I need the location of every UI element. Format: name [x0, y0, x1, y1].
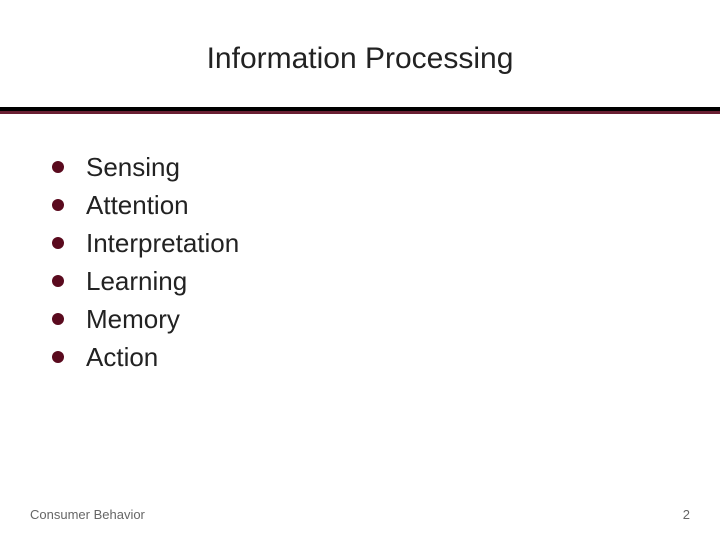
list-item: Learning: [52, 262, 239, 300]
bullet-icon: [52, 313, 64, 325]
list-item: Action: [52, 338, 239, 376]
list-item: Attention: [52, 186, 239, 224]
bullet-icon: [52, 275, 64, 287]
list-item-label: Interpretation: [86, 224, 239, 262]
list-item: Memory: [52, 300, 239, 338]
list-item-label: Action: [86, 338, 158, 376]
list-item: Sensing: [52, 148, 239, 186]
bullet-icon: [52, 199, 64, 211]
bullet-icon: [52, 161, 64, 173]
slide: Information Processing Sensing Attention…: [0, 0, 720, 540]
list-item-label: Learning: [86, 262, 187, 300]
bullet-icon: [52, 351, 64, 363]
slide-title: Information Processing: [0, 0, 720, 76]
bullet-icon: [52, 237, 64, 249]
list-item: Interpretation: [52, 224, 239, 262]
content-area: Sensing Attention Interpretation Learnin…: [52, 148, 239, 376]
bullet-list: Sensing Attention Interpretation Learnin…: [52, 148, 239, 376]
list-item-label: Attention: [86, 186, 189, 224]
footer-left: Consumer Behavior: [30, 507, 145, 522]
footer-page-number: 2: [683, 507, 690, 522]
list-item-label: Memory: [86, 300, 180, 338]
list-item-label: Sensing: [86, 148, 180, 186]
divider-maroon: [0, 111, 720, 114]
